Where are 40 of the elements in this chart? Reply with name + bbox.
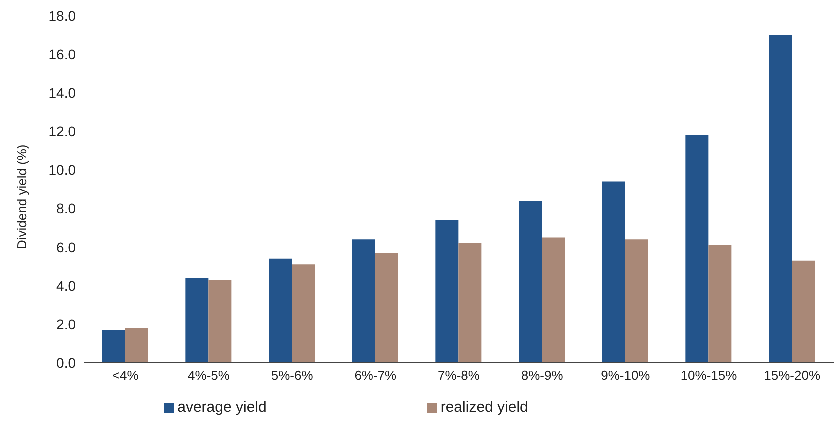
bar <box>458 243 482 363</box>
x-tick-label: <4% <box>112 368 140 384</box>
x-tick-label: 4%-5% <box>188 368 230 384</box>
legend-label: realized yield <box>440 399 528 416</box>
y-tick-label: 14.0 <box>48 85 76 102</box>
bar <box>708 245 732 363</box>
y-tick-label: 12.0 <box>48 124 76 140</box>
x-tick-label: 9%-10% <box>601 368 651 384</box>
x-tick-label: 5%-6% <box>271 368 314 384</box>
bar <box>292 264 315 363</box>
y-tick-label: 6.0 <box>56 239 76 256</box>
bar <box>269 258 292 363</box>
bar <box>769 35 792 363</box>
x-tick-label: 7%-8% <box>438 368 480 384</box>
y-axis-title: Dividend yield (%) <box>14 144 30 250</box>
bar <box>436 220 459 363</box>
y-tick-label: 0.0 <box>56 354 76 371</box>
bar <box>102 330 126 363</box>
y-tick-label: 18.0 <box>48 8 76 24</box>
bar <box>602 182 626 363</box>
bar <box>686 136 709 363</box>
bar <box>125 328 148 363</box>
bar <box>625 240 648 363</box>
bar <box>186 278 209 363</box>
bar <box>542 238 565 363</box>
bar <box>375 253 398 363</box>
x-tick-label: 15%-20% <box>764 368 821 384</box>
bar <box>352 240 376 363</box>
legend-label: average yield <box>178 399 267 416</box>
y-tick-label: 2.0 <box>56 316 76 332</box>
y-tick-label: 8.0 <box>56 200 76 217</box>
bar <box>208 280 232 363</box>
bar <box>519 201 542 363</box>
bar <box>792 260 815 363</box>
x-tick-label: 10%-15% <box>680 368 738 384</box>
x-tick-label: 8%-9% <box>521 368 564 384</box>
y-tick-label: 4.0 <box>56 278 76 294</box>
x-tick-label: 6%-7% <box>354 368 398 384</box>
y-tick-label: 10.0 <box>48 162 76 178</box>
y-tick-label: 16.0 <box>48 46 76 63</box>
